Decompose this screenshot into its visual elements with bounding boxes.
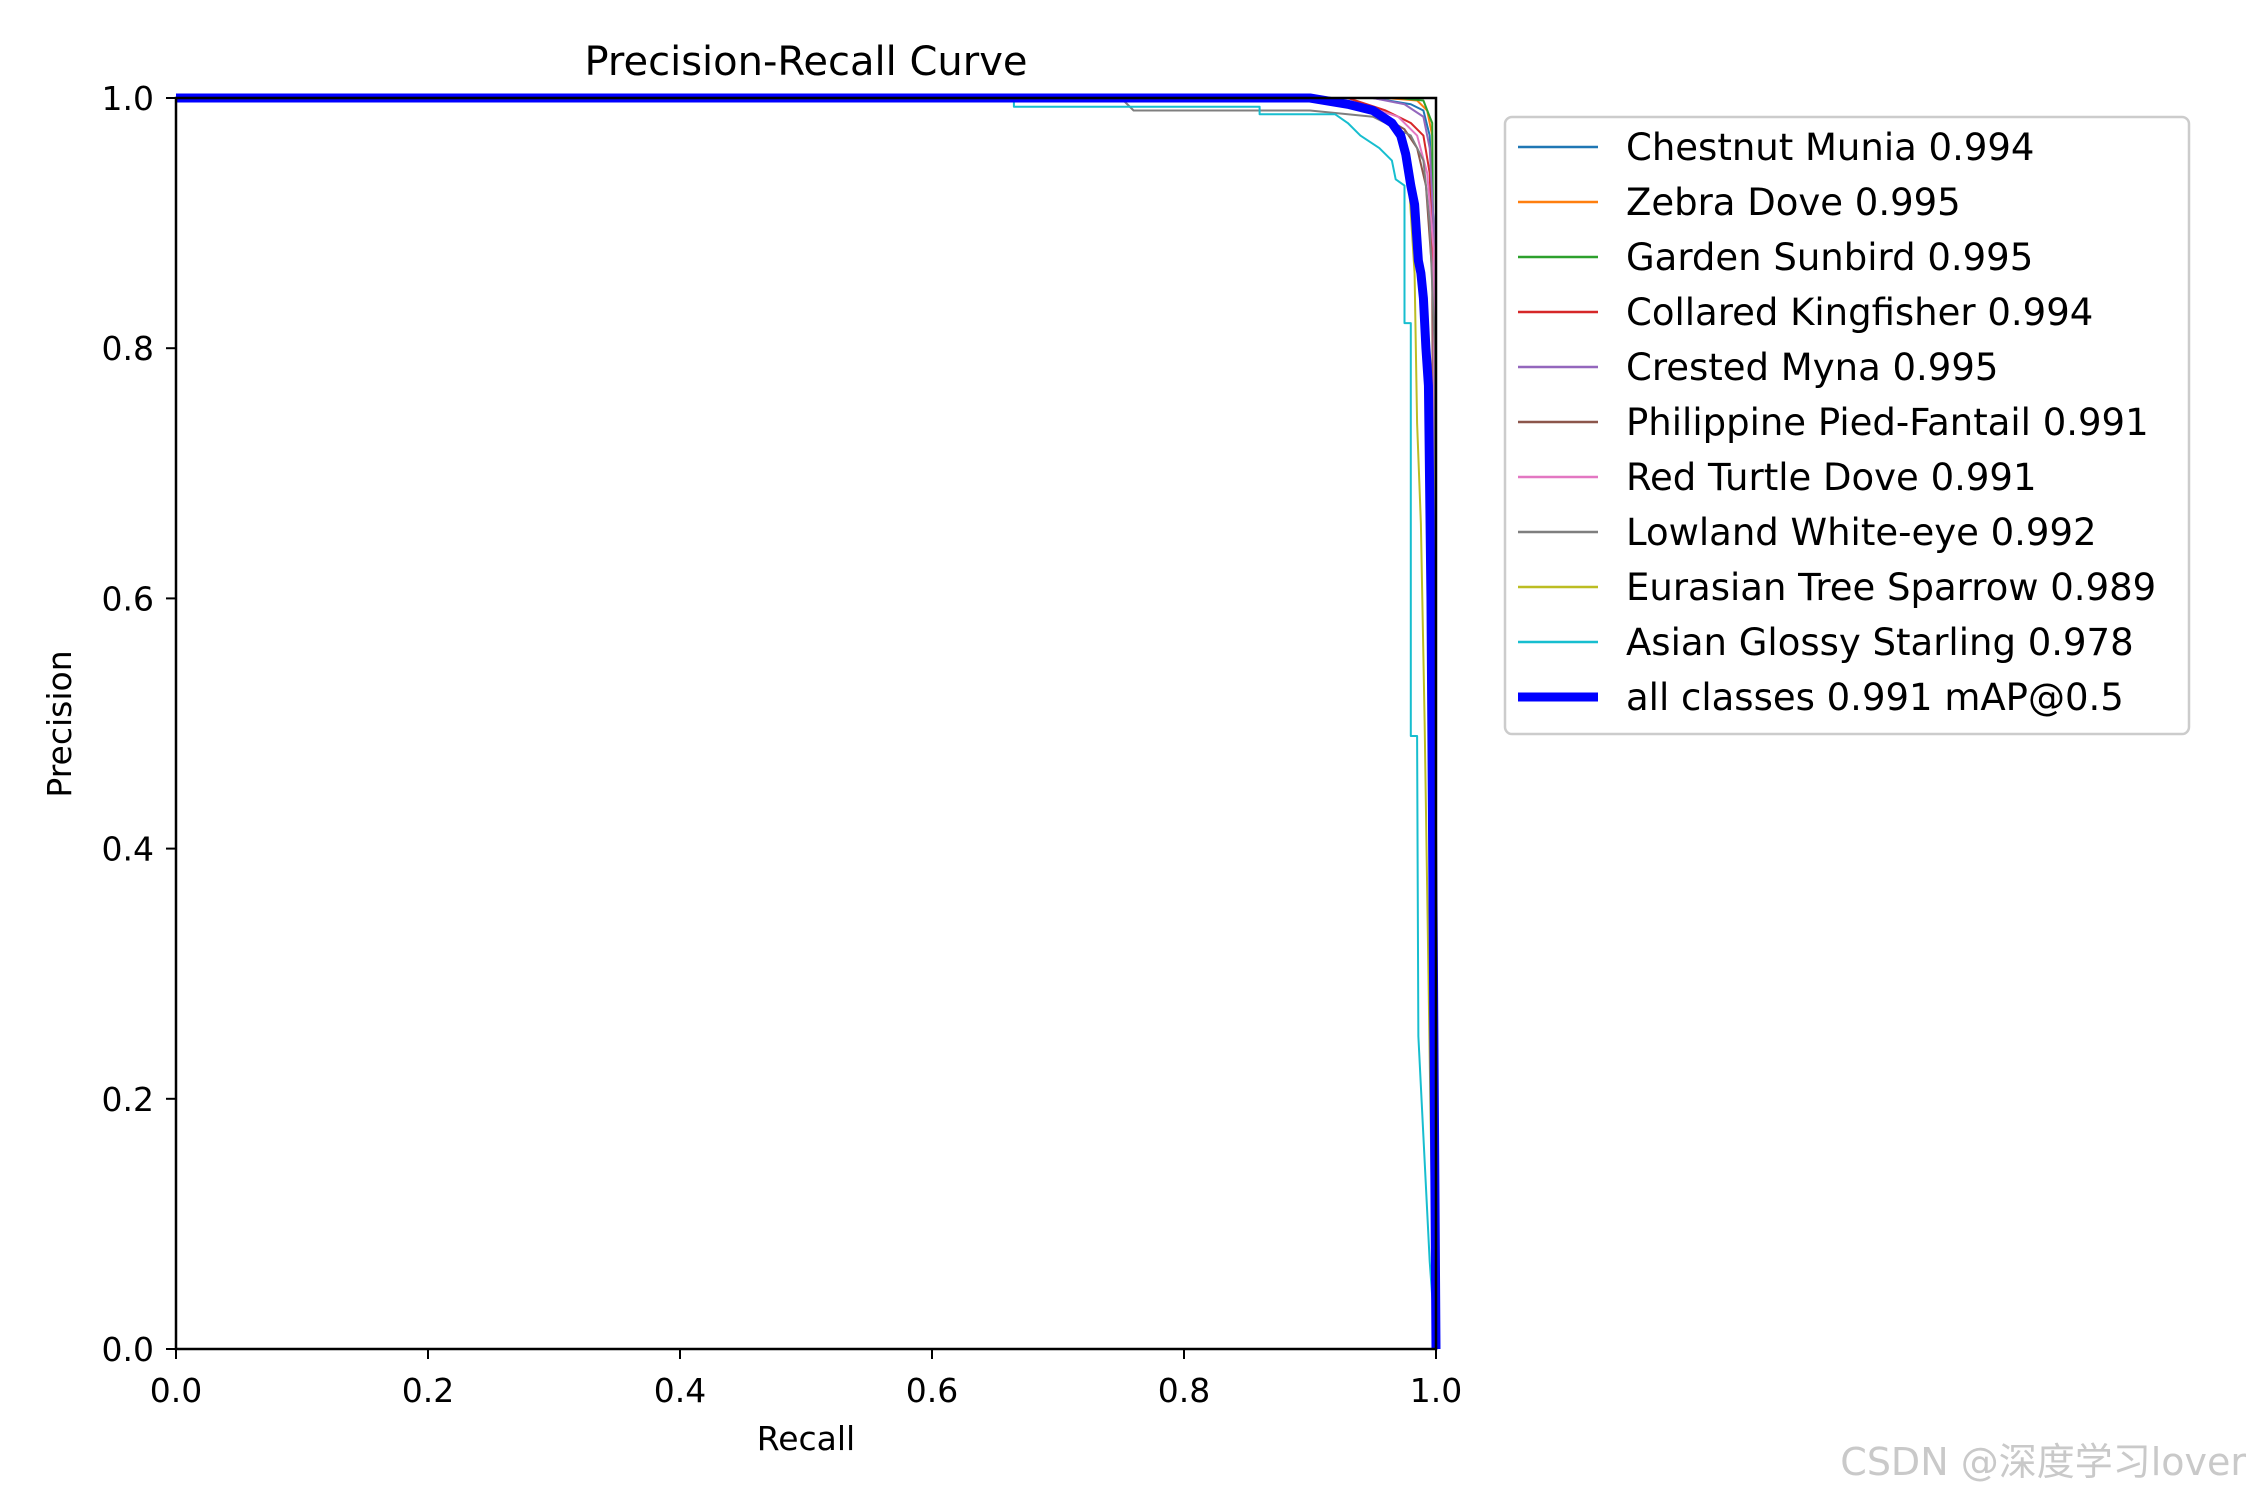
legend-label-0: Chestnut Munia 0.994 xyxy=(1626,126,2034,169)
y-tick-label: 0.8 xyxy=(102,329,154,368)
legend-label-8: Eurasian Tree Sparrow 0.989 xyxy=(1626,566,2156,609)
y-tick-label: 0.6 xyxy=(102,579,154,618)
y-ticks: 0.0 0.2 0.4 0.6 0.8 1.0 xyxy=(102,79,176,1369)
legend-label-4: Crested Myna 0.995 xyxy=(1626,346,1998,389)
legend-label-3: Collared Kingfisher 0.994 xyxy=(1626,291,2093,334)
y-tick-label: 0.0 xyxy=(102,1330,154,1369)
y-axis-title: Precision xyxy=(40,650,79,797)
plot-lines xyxy=(176,93,1441,1350)
y-tick-label: 1.0 xyxy=(102,79,154,118)
series-line-8 xyxy=(176,97,1437,1350)
x-tick-label: 0.8 xyxy=(1158,1371,1210,1410)
series-line-1 xyxy=(176,97,1437,1350)
x-tick-label: 1.0 xyxy=(1410,1371,1462,1410)
series-line-3 xyxy=(176,97,1437,1350)
x-tick-label: 0.2 xyxy=(402,1371,454,1410)
series-line-10 xyxy=(176,93,1441,1350)
axes-frame xyxy=(174,96,1438,1351)
legend-label-5: Philippine Pied-Fantail 0.991 xyxy=(1626,401,2149,444)
series-line-4 xyxy=(176,97,1437,1350)
legend-label-2: Garden Sunbird 0.995 xyxy=(1626,236,2033,279)
x-tick-label: 0.0 xyxy=(150,1371,202,1410)
series-line-5 xyxy=(176,97,1437,1350)
series-line-6 xyxy=(176,97,1437,1350)
legend-label-7: Lowland White-eye 0.992 xyxy=(1626,511,2097,554)
legend-box xyxy=(1503,115,2191,736)
watermark: CSDN @深度学习lover xyxy=(1840,1440,2246,1484)
legend-label-1: Zebra Dove 0.995 xyxy=(1626,181,1961,224)
legend-label-9: Asian Glossy Starling 0.978 xyxy=(1626,621,2134,664)
y-tick-label: 0.4 xyxy=(102,830,154,869)
legend: Chestnut Munia 0.994 Zebra Dove 0.995 Gard… xyxy=(1503,115,2191,736)
x-ticks: 0.0 0.2 0.4 0.6 0.8 1.0 xyxy=(150,1349,1462,1410)
legend-label-6: Red Turtle Dove 0.991 xyxy=(1626,456,2037,499)
series-line-9 xyxy=(176,97,1437,1350)
x-axis-title: Recall xyxy=(757,1419,855,1458)
series-line-0 xyxy=(176,97,1437,1350)
x-tick-label: 0.4 xyxy=(654,1371,706,1410)
chart-title: Precision-Recall Curve xyxy=(585,39,1028,85)
legend-label-10: all classes 0.991 mAP@0.5 xyxy=(1626,676,2124,719)
series-line-2 xyxy=(176,97,1437,1350)
x-tick-label: 0.6 xyxy=(906,1371,958,1410)
legend-items: Chestnut Munia 0.994 Zebra Dove 0.995 Gard… xyxy=(1518,126,2156,719)
y-tick-label: 0.2 xyxy=(102,1080,154,1119)
series-line-7 xyxy=(176,97,1437,1350)
